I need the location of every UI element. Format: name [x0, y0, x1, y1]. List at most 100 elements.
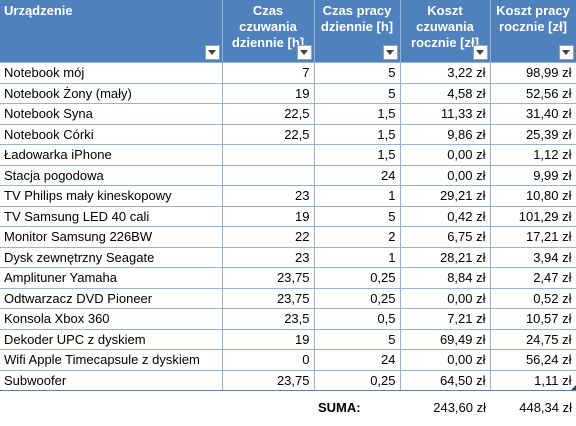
work-hours-cell[interactable]: 0,5	[314, 308, 401, 330]
device-cell[interactable]: Subwoofer	[0, 370, 223, 391]
device-cell[interactable]: Dekoder UPC z dyskiem	[0, 329, 223, 350]
standby-hours-cell[interactable]: 19	[222, 329, 315, 350]
standby-hours-cell[interactable]: 23,75	[222, 267, 315, 289]
standby-hours-cell[interactable]: 0	[222, 349, 315, 371]
standby-hours-cell[interactable]: 7	[222, 62, 315, 84]
standby-cost-cell[interactable]: 0,00 zł	[400, 288, 491, 309]
table-row: Notebook mój 7 5 3,22 zł 98,99 zł	[0, 62, 576, 84]
standby-hours-cell[interactable]: 19	[222, 206, 315, 227]
work-cost-cell[interactable]: 2,47 zł	[490, 267, 576, 289]
standby-cost-cell[interactable]: 0,00 zł	[400, 165, 491, 186]
work-hours-cell[interactable]: 1,5	[314, 144, 401, 166]
device-cell[interactable]: Ładowarka iPhone	[0, 144, 223, 166]
work-cost-cell[interactable]: 9,99 zł	[490, 165, 576, 186]
table-row: Subwoofer 23,75 0,25 64,50 zł 1,11 zł	[0, 370, 576, 391]
work-hours-cell[interactable]: 5	[314, 206, 401, 227]
work-hours-cell[interactable]: 1,5	[314, 124, 401, 145]
standby-hours-cell[interactable]	[222, 144, 315, 166]
standby-cost-cell[interactable]: 8,84 zł	[400, 267, 491, 289]
device-cell[interactable]: Notebook Syna	[0, 103, 223, 125]
work-cost-cell[interactable]: 25,39 zł	[490, 124, 576, 145]
standby-cost-cell[interactable]: 0,00 zł	[400, 349, 491, 371]
standby-hours-cell[interactable]	[222, 165, 315, 186]
header-device: Urządzenie	[0, 0, 223, 63]
device-cell[interactable]: Notebook Żony (mały)	[0, 83, 223, 104]
standby-hours-cell[interactable]: 19	[222, 83, 315, 104]
work-cost-cell[interactable]: 52,56 zł	[490, 83, 576, 104]
header-row: Urządzenie Czas czuwania dziennie [h] Cz…	[0, 0, 576, 63]
work-hours-cell[interactable]: 1	[314, 185, 401, 207]
standby-hours-cell[interactable]: 22	[222, 226, 315, 248]
device-cell[interactable]: Notebook Córki	[0, 124, 223, 145]
work-hours-cell[interactable]: 1,5	[314, 103, 401, 125]
summary-label[interactable]: SUMA:	[318, 400, 361, 415]
work-hours-cell[interactable]: 24	[314, 165, 401, 186]
header-work-cost: Koszt pracy rocznie [zł]	[490, 0, 576, 63]
work-cost-cell[interactable]: 10,57 zł	[490, 308, 576, 330]
standby-cost-cell[interactable]: 3,22 zł	[400, 62, 491, 84]
work-cost-cell[interactable]: 98,99 zł	[490, 62, 576, 84]
work-hours-cell[interactable]: 2	[314, 226, 401, 248]
header-label: Czas czuwania dziennie [h]	[231, 3, 305, 50]
table-row: Notebook Córki 22,5 1,5 9,86 zł 25,39 zł	[0, 124, 576, 145]
work-cost-cell[interactable]: 3,94 zł	[490, 247, 576, 268]
header-label: Koszt pracy rocznie [zł]	[496, 3, 570, 34]
standby-cost-cell[interactable]: 28,21 zł	[400, 247, 491, 268]
device-cell[interactable]: Monitor Samsung 226BW	[0, 226, 223, 248]
table-row: Notebook Żony (mały) 19 5 4,58 zł 52,56 zł	[0, 83, 576, 104]
work-hours-cell[interactable]: 5	[314, 83, 401, 104]
work-cost-cell[interactable]: 56,24 zł	[490, 349, 576, 371]
work-cost-cell[interactable]: 24,75 zł	[490, 329, 576, 350]
device-cell[interactable]: Notebook mój	[0, 62, 223, 84]
work-cost-cell[interactable]: 101,29 zł	[490, 206, 576, 227]
device-cell[interactable]: Stacja pogodowa	[0, 165, 223, 186]
device-cell[interactable]: Dysk zewnętrzny Seagate	[0, 247, 223, 268]
standby-hours-cell[interactable]: 23	[222, 247, 315, 268]
filter-dropdown-icon[interactable]	[204, 45, 220, 60]
table-row: Amplituner Yamaha 23,75 0,25 8,84 zł 2,47 zł	[0, 267, 576, 289]
work-cost-cell[interactable]: 31,40 zł	[490, 103, 576, 125]
device-cell[interactable]: TV Philips mały kineskopowy	[0, 185, 223, 207]
work-hours-cell[interactable]: 0,25	[314, 370, 401, 391]
standby-hours-cell[interactable]: 22,5	[222, 103, 315, 125]
work-cost-cell[interactable]: 10,80 zł	[490, 185, 576, 207]
summary-standby-total[interactable]: 243,60 zł	[433, 400, 486, 415]
standby-cost-cell[interactable]: 4,58 zł	[400, 83, 491, 104]
standby-cost-cell[interactable]: 29,21 zł	[400, 185, 491, 207]
standby-hours-cell[interactable]: 22,5	[222, 124, 315, 145]
device-cell[interactable]: TV Samsung LED 40 cali	[0, 206, 223, 227]
standby-hours-cell[interactable]: 23,5	[222, 308, 315, 330]
work-hours-cell[interactable]: 0,25	[314, 267, 401, 289]
standby-cost-cell[interactable]: 0,00 zł	[400, 144, 491, 166]
table-resize-handle[interactable]	[570, 385, 575, 390]
summary-work-total[interactable]: 448,34 zł	[519, 400, 572, 415]
standby-cost-cell[interactable]: 0,42 zł	[400, 206, 491, 227]
device-cell[interactable]: Konsola Xbox 360	[0, 308, 223, 330]
filter-dropdown-icon[interactable]	[558, 45, 574, 60]
standby-cost-cell[interactable]: 11,33 zł	[400, 103, 491, 125]
work-hours-cell[interactable]: 24	[314, 349, 401, 371]
work-hours-cell[interactable]: 1	[314, 247, 401, 268]
table-row: TV Samsung LED 40 cali 19 5 0,42 zł 101,29 z…	[0, 206, 576, 227]
work-cost-cell[interactable]: 0,52 zł	[490, 288, 576, 309]
device-cell[interactable]: Wifi Apple Timecapsule z dyskiem	[0, 349, 223, 371]
standby-cost-cell[interactable]: 7,21 zł	[400, 308, 491, 330]
work-hours-cell[interactable]: 5	[314, 62, 401, 84]
standby-hours-cell[interactable]: 23	[222, 185, 315, 207]
standby-cost-cell[interactable]: 69,49 zł	[400, 329, 491, 350]
work-hours-cell[interactable]: 5	[314, 329, 401, 350]
filter-dropdown-icon[interactable]	[382, 45, 398, 60]
device-cell[interactable]: Amplituner Yamaha	[0, 267, 223, 289]
filter-dropdown-icon[interactable]	[472, 45, 488, 60]
work-cost-cell[interactable]: 1,11 zł	[490, 370, 576, 391]
work-cost-cell[interactable]: 1,12 zł	[490, 144, 576, 166]
standby-hours-cell[interactable]: 23,75	[222, 288, 315, 309]
standby-hours-cell[interactable]: 23,75	[222, 370, 315, 391]
standby-cost-cell[interactable]: 6,75 zł	[400, 226, 491, 248]
work-hours-cell[interactable]: 0,25	[314, 288, 401, 309]
device-cell[interactable]: Odtwarzacz DVD Pioneer	[0, 288, 223, 309]
standby-cost-cell[interactable]: 9,86 zł	[400, 124, 491, 145]
filter-dropdown-icon[interactable]	[296, 45, 312, 60]
work-cost-cell[interactable]: 17,21 zł	[490, 226, 576, 248]
standby-cost-cell[interactable]: 64,50 zł	[400, 370, 491, 391]
